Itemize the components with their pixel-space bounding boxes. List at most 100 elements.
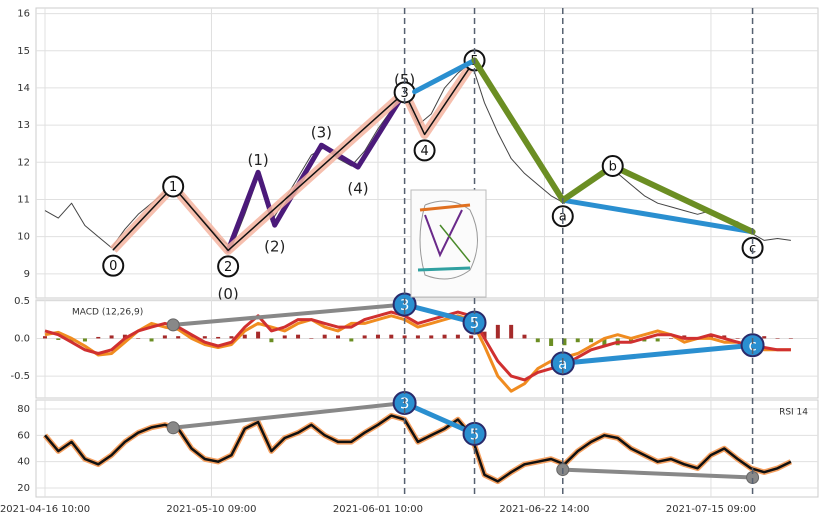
pivot-label: a (559, 210, 567, 225)
wave-line (402, 400, 477, 437)
y-tick-label: 20 (17, 483, 30, 494)
histogram-bar (336, 335, 341, 339)
histogram-bar (575, 338, 580, 343)
pivot-label: (4) (347, 180, 368, 198)
inset-stroke (419, 203, 471, 212)
histogram-bar (216, 336, 221, 339)
pivot-marker (217, 255, 240, 278)
histogram-bar (389, 334, 394, 339)
histogram-bar (655, 338, 660, 342)
pivot-label: (3) (311, 124, 332, 142)
histogram-bar (775, 338, 780, 339)
histogram-bar (589, 338, 594, 343)
y-tick-label: 16 (17, 9, 30, 20)
histogram-bar (269, 338, 274, 343)
y-tick-label: 14 (17, 83, 30, 94)
y-tick-label: 9 (24, 269, 30, 280)
histogram-bar (82, 338, 87, 342)
histogram-bar (788, 338, 793, 339)
histogram-bar (442, 334, 447, 339)
y-tick-label: 0.0 (14, 333, 30, 344)
histogram-bar (202, 336, 207, 339)
histogram-bar (176, 336, 181, 339)
histogram-bar (762, 336, 767, 339)
histogram-bar (42, 336, 47, 339)
inset-image (410, 189, 487, 298)
pivot-label: (1) (247, 151, 268, 169)
histogram-bar (122, 334, 127, 339)
y-tick-label: -0.5 (10, 371, 30, 382)
y-tick-label: 11 (17, 194, 30, 205)
pivot-marker (741, 236, 764, 259)
pivot-label: 2 (224, 260, 232, 275)
pivot-marker (162, 175, 185, 198)
pivot-label: 3 (400, 296, 410, 314)
histogram-bar (455, 334, 460, 339)
histogram-bar (309, 338, 314, 339)
wave-line (402, 302, 477, 326)
histogram-bar (549, 338, 554, 346)
histogram-bar (282, 335, 287, 339)
histogram-bar (296, 334, 301, 339)
y-tick-label: 13 (17, 120, 30, 131)
pivot-label: b (609, 160, 617, 175)
pivot-label: c (748, 337, 756, 355)
wave-line (171, 401, 407, 430)
pivot-dot (166, 421, 180, 435)
histogram-bar (415, 335, 420, 339)
histogram-bar (349, 338, 354, 342)
histogram-bar (429, 335, 434, 339)
histogram-bar (56, 338, 61, 340)
histogram-bar (162, 335, 167, 339)
wave-line (560, 197, 756, 235)
pivot-label: (2) (264, 238, 285, 256)
histogram-bar (535, 338, 540, 343)
wave-line (560, 342, 756, 366)
pivot-marker (551, 205, 574, 228)
histogram-bar (362, 335, 367, 339)
histogram-bar (149, 338, 154, 342)
histogram-bar (402, 335, 407, 339)
pivot-marker (740, 333, 765, 358)
wave-line (560, 467, 755, 480)
inset-stroke (439, 224, 471, 263)
histogram-bar (109, 335, 114, 339)
histogram-bar (229, 336, 234, 339)
pivot-marker (601, 155, 624, 178)
y-tick-label: 0.5 (14, 296, 30, 307)
y-tick-label: 12 (17, 157, 30, 168)
histogram-bar (602, 338, 607, 346)
histogram-bar (375, 334, 380, 339)
histogram-bar (242, 334, 247, 339)
pivot-label: (0) (218, 285, 239, 303)
y-tick-label: 15 (17, 46, 30, 57)
histogram-bar (136, 338, 141, 339)
y-tick-label: 60 (17, 430, 30, 441)
wave-line (171, 302, 407, 327)
wave-line (112, 59, 476, 252)
x-tick-label: 2021-07-15 09:00 (666, 504, 756, 515)
panel-label: MACD (12,26,9) (72, 308, 143, 318)
pivot-marker (102, 254, 125, 277)
wave-line (412, 57, 477, 95)
x-tick-label: 2021-06-22 14:00 (499, 504, 589, 515)
histogram-bar (735, 338, 740, 339)
pivot-label: 5 (470, 425, 480, 443)
histogram-bar (509, 324, 514, 339)
pivot-dot (166, 318, 180, 332)
inset-curve (419, 200, 478, 280)
pivot-label: 1 (169, 180, 177, 195)
histogram-bar (322, 334, 327, 339)
inset-stroke (417, 266, 471, 272)
pivot-marker (413, 139, 436, 162)
x-tick-label: 2021-05-10 09:00 (166, 504, 256, 515)
pivot-label: 4 (420, 144, 428, 159)
pivot-label: 0 (109, 259, 117, 274)
inset-stroke (424, 209, 463, 258)
panel-frame (35, 399, 819, 498)
histogram-bar (629, 338, 634, 342)
histogram-bar (96, 336, 101, 339)
y-tick-label: 40 (17, 457, 30, 468)
